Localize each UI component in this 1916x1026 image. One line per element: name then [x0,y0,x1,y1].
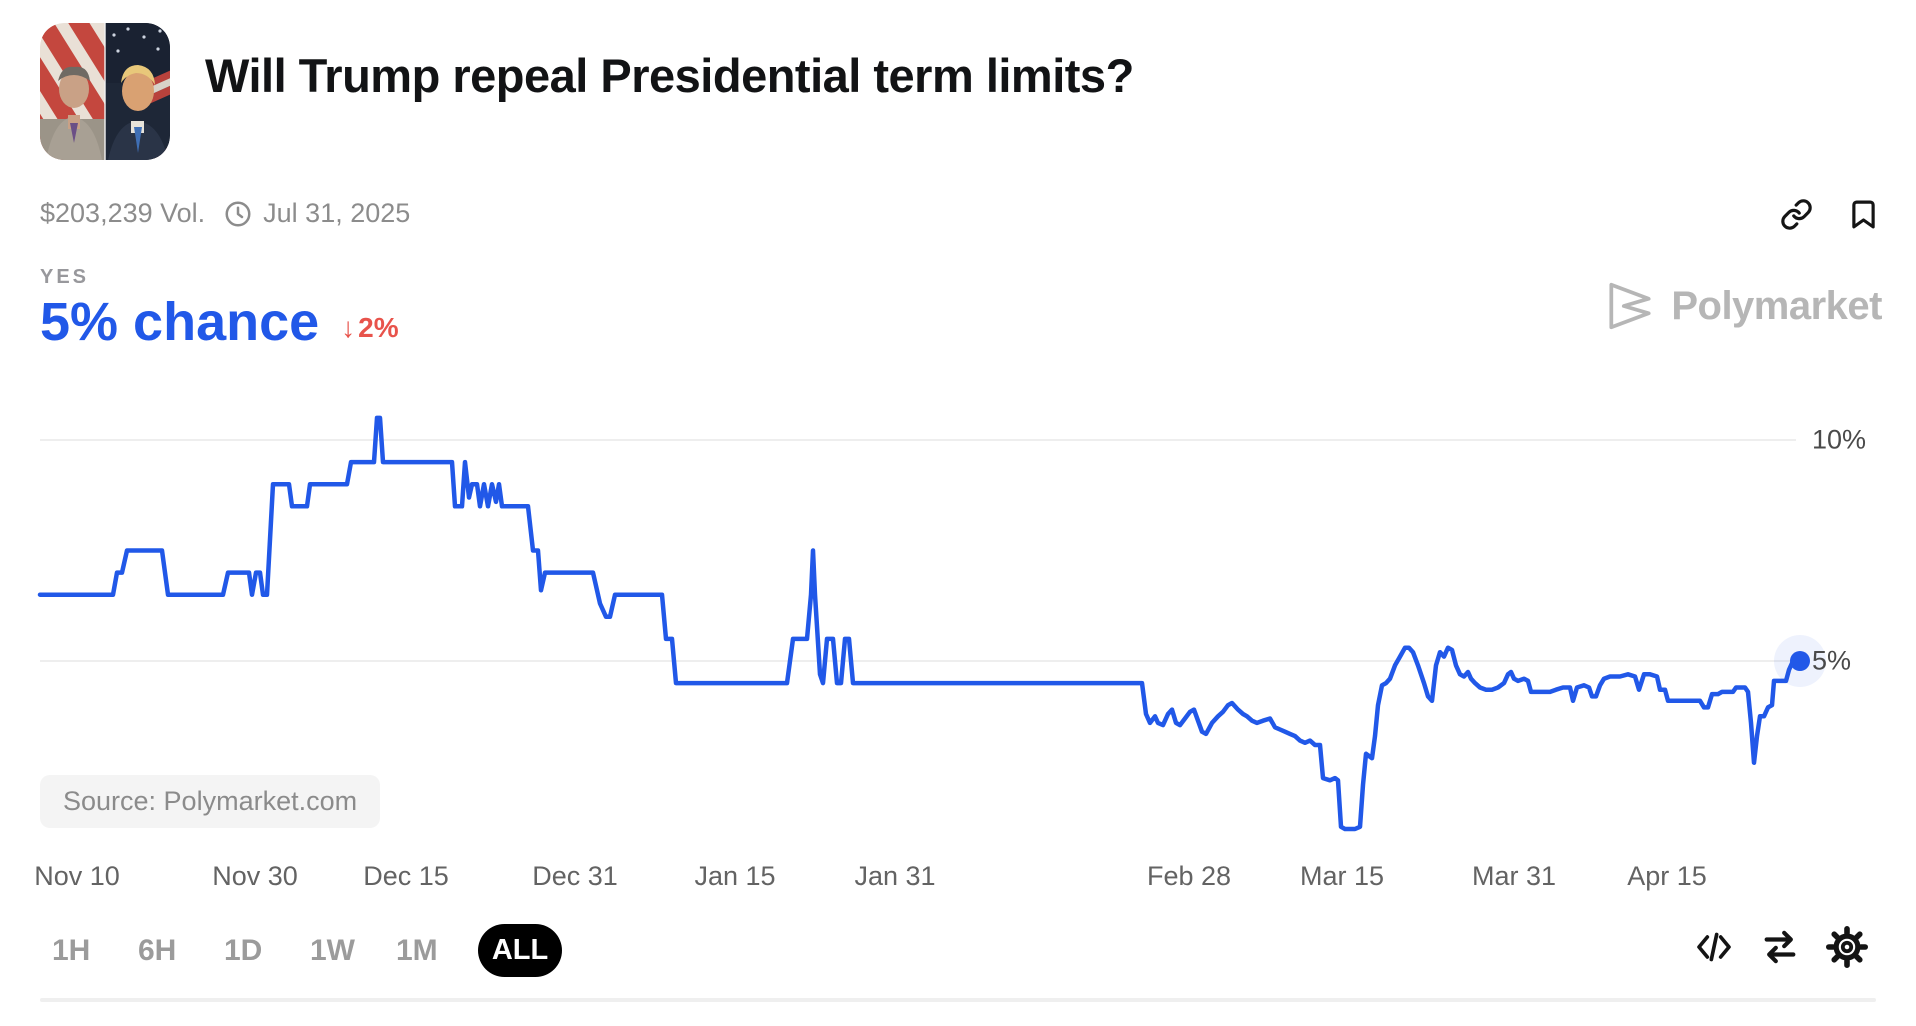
settings-button[interactable] [1826,926,1868,968]
x-axis-label: Dec 15 [363,861,449,891]
x-axis-label: Mar 31 [1471,861,1557,891]
bookmark-icon [1852,200,1875,229]
fdr-trump-image [40,23,170,160]
outcome-label: YES [40,266,90,288]
code-icon [1697,932,1731,962]
down-arrow-icon: ↓ [341,311,356,343]
x-axis-label: Dec 31 [532,861,618,891]
change-value: 2% [358,311,399,343]
link-icon [1781,199,1812,230]
bottom-divider [40,998,1876,1002]
chance-value: 5% chance [40,292,320,352]
x-axis-label: Feb 28 [1146,861,1232,891]
bookmark-button[interactable] [1847,198,1880,231]
x-axis-label: Apr 15 [1627,861,1707,891]
end-date-text: Jul 31, 2025 [263,198,411,228]
header-actions [1780,198,1880,231]
y-axis-label: 5% [1812,645,1852,676]
timeframe-6h[interactable]: 6H [138,933,177,967]
source-badge: Source: Polymarket.com [40,775,381,828]
x-axis-label: Jan 31 [854,861,936,891]
copy-link-button[interactable] [1780,198,1813,231]
x-axis-label: Nov 10 [34,861,120,891]
y-axis-label: 10% [1812,424,1867,455]
clock-icon [225,201,251,226]
timeframe-1h[interactable]: 1H [52,933,91,967]
timeframe-1w[interactable]: 1W [310,933,355,967]
timeframe-all[interactable]: ALL [478,924,562,977]
outcome-chance-row: 5% chance ↓ 2% [40,294,399,351]
end-date-wrap: Jul 31, 2025 [223,198,410,229]
polymarket-brand-text: Polymarket [1671,283,1882,328]
settings-icon [1826,926,1868,968]
compare-button[interactable] [1760,927,1800,967]
volume-text: $203,239 Vol. [40,198,206,228]
timeframe-selector: 1H 6H 1D 1W 1M ALL [52,924,562,977]
polymarket-watermark: Polymarket [1603,281,1882,331]
embed-code-button[interactable] [1694,927,1734,967]
market-avatar [40,23,170,160]
timeframe-1m[interactable]: 1M [396,933,438,967]
timeframe-1d[interactable]: 1D [224,933,263,967]
market-meta: $203,239 Vol. Jul 31, 2025 [40,198,410,229]
x-axis-label: Nov 30 [212,861,298,891]
chart-tools [1694,926,1868,968]
swap-icon [1764,930,1796,964]
chance-change: ↓ 2% [341,312,398,351]
polymarket-logo-icon [1609,282,1651,330]
current-point-dot [1790,651,1810,671]
x-axis-label: Jan 15 [694,861,776,891]
x-axis-label: Mar 15 [1299,861,1385,891]
market-title: Will Trump repeal Presidential term limi… [205,49,1134,102]
probability-line [37,415,1803,832]
